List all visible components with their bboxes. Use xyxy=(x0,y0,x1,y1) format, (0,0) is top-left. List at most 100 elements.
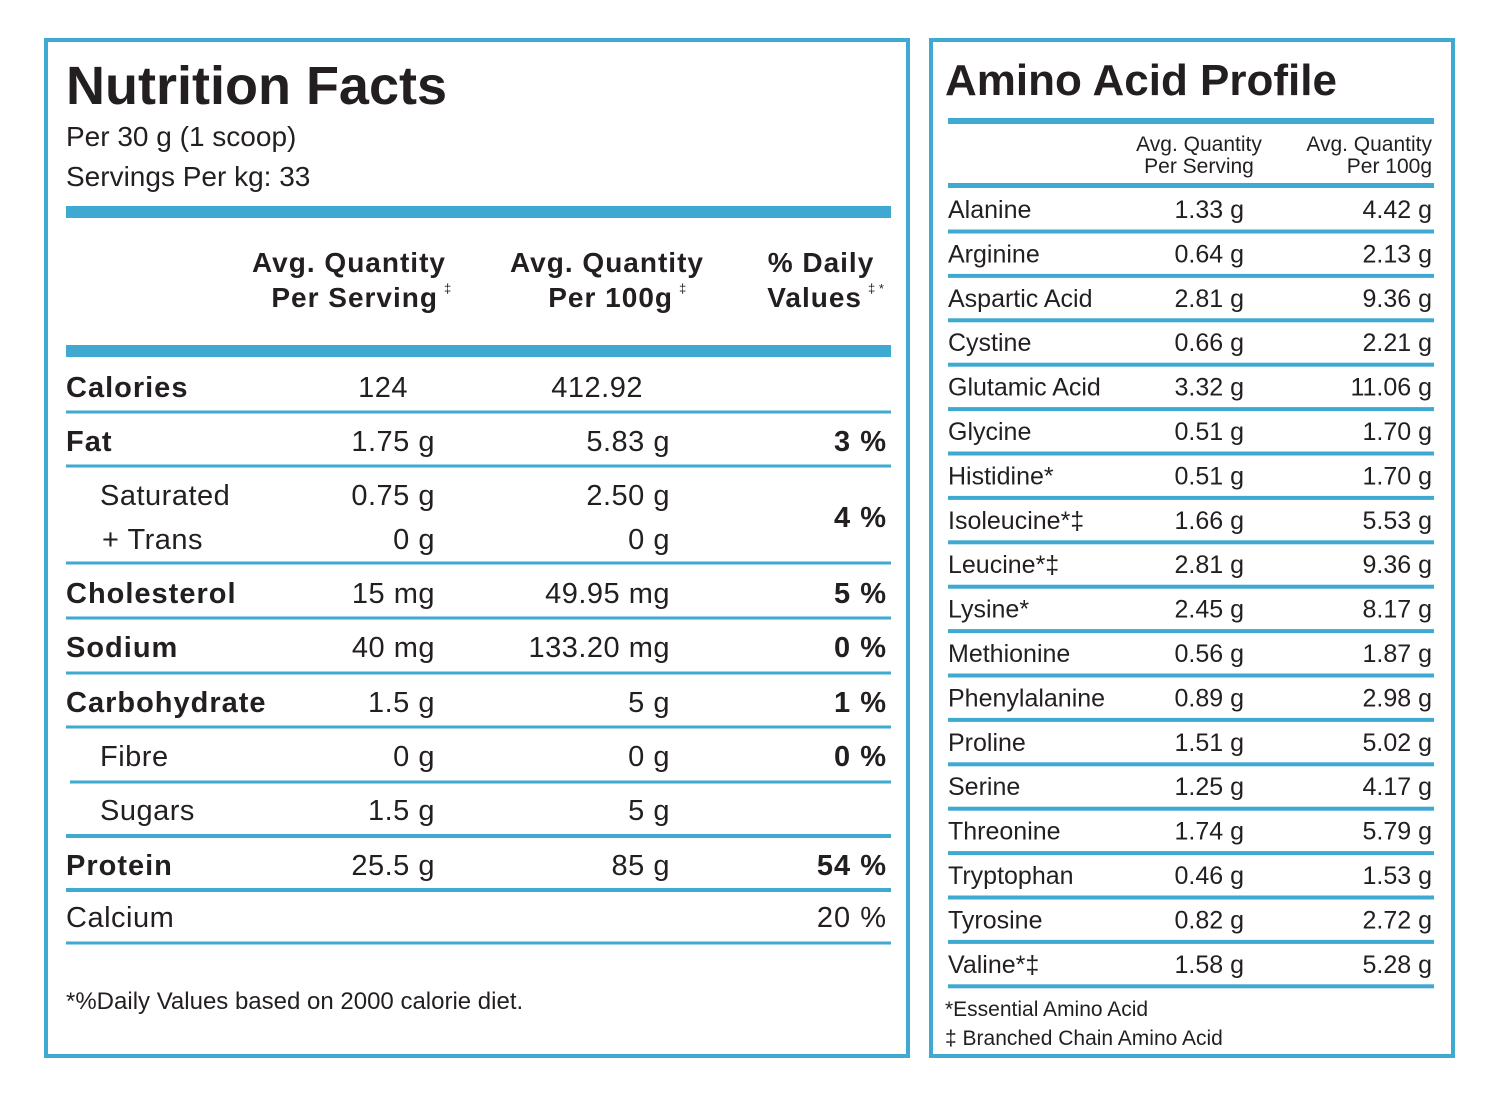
row-separator xyxy=(948,851,1434,856)
divider xyxy=(948,118,1434,124)
divider xyxy=(66,206,891,218)
column-header: Per Serving xyxy=(271,282,438,313)
per-serving: 0 g xyxy=(393,741,435,773)
row-separator xyxy=(948,717,1434,722)
per-100g: 11.06 g xyxy=(1350,374,1432,402)
row-label: Carbohydrate xyxy=(66,687,267,719)
per-100g: 2.21 g xyxy=(1362,329,1432,357)
row-separator xyxy=(948,895,1434,900)
column-header: Avg. Quantity xyxy=(510,247,704,278)
per-100g: 1.70 g xyxy=(1362,418,1432,446)
per-serving: 1.51 g xyxy=(1174,729,1244,757)
row-separator xyxy=(948,495,1434,500)
row-label: Fat xyxy=(66,426,113,458)
row-separator xyxy=(66,725,891,729)
per-100g: 5 g xyxy=(628,687,670,719)
per-100g: 8.17 g xyxy=(1362,596,1432,624)
row-separator xyxy=(66,561,891,565)
per-100g: 5 g xyxy=(628,795,670,827)
per-100g: 85 g xyxy=(612,850,670,882)
amino-name: Aspartic Acid xyxy=(948,285,1093,313)
row-separator xyxy=(948,806,1434,811)
per-serving: 0.64 g xyxy=(1174,240,1244,268)
per-100g: 133.20 mg xyxy=(528,632,670,664)
header-mark: ‡ * xyxy=(868,281,884,296)
daily-value: 3 % xyxy=(834,426,887,458)
per-serving: 0 g xyxy=(393,524,435,556)
daily-value: 4 % xyxy=(834,502,887,534)
servings-per-kg: Servings Per kg: 33 xyxy=(66,161,310,192)
per-100g: 0 g xyxy=(628,524,670,556)
column-header: Avg. Quantity xyxy=(1306,133,1432,156)
row-separator xyxy=(948,407,1434,412)
amino-name: Alanine xyxy=(948,196,1031,224)
per-serving: 40 mg xyxy=(352,632,435,664)
amino-name: Valine*‡ xyxy=(948,951,1039,979)
footnote: *%Daily Values based on 2000 calorie die… xyxy=(66,988,523,1015)
daily-value: 54 % xyxy=(817,850,887,882)
per-serving: 0.51 g xyxy=(1174,462,1244,490)
per-100g: 1.53 g xyxy=(1362,862,1432,890)
row-separator xyxy=(948,229,1434,234)
per-serving: 2.81 g xyxy=(1174,285,1244,313)
per-serving: 1.58 g xyxy=(1174,951,1244,979)
per-serving: 1.25 g xyxy=(1174,773,1244,801)
per-serving: 0.46 g xyxy=(1174,862,1244,890)
header-mark: ‡ xyxy=(679,281,686,296)
amino-name: Isoleucine*‡ xyxy=(948,507,1084,535)
per-100g: 2.98 g xyxy=(1362,684,1432,712)
amino-box xyxy=(929,38,1455,1058)
row-separator xyxy=(948,984,1434,989)
row-separator xyxy=(948,673,1434,678)
column-header: Avg. Quantity xyxy=(1136,133,1262,156)
row-label: Cholesterol xyxy=(66,578,237,610)
header-mark: ‡ xyxy=(444,281,451,296)
amino-name: Threonine xyxy=(948,818,1061,846)
amino-name: Phenylalanine xyxy=(948,684,1105,712)
per-serving: 1.33 g xyxy=(1174,196,1244,224)
amino-name: Proline xyxy=(948,729,1026,757)
per-serving: 0.75 g xyxy=(351,480,435,512)
amino-name: Serine xyxy=(948,773,1020,801)
divider xyxy=(66,345,891,357)
daily-value: 0 % xyxy=(834,632,887,664)
per-serving: 124 xyxy=(358,372,408,404)
daily-value: 20 % xyxy=(817,902,887,934)
column-header: Values xyxy=(767,282,862,313)
row-label: Sugars xyxy=(100,795,195,827)
divider xyxy=(948,183,1434,188)
per-100g: 2.13 g xyxy=(1362,240,1432,268)
per-serving: 1.75 g xyxy=(351,426,435,458)
footnote: *Essential Amino Acid xyxy=(945,998,1148,1021)
per-serving: 3.32 g xyxy=(1174,374,1244,402)
amino-name: Lysine* xyxy=(948,596,1029,624)
amino-name: Glycine xyxy=(948,418,1031,446)
amino-name: Glutamic Acid xyxy=(948,374,1101,402)
amino-name: Leucine*‡ xyxy=(948,551,1059,579)
per-100g: 1.87 g xyxy=(1362,640,1432,668)
row-separator xyxy=(66,888,891,892)
row-separator xyxy=(948,629,1434,634)
row-separator xyxy=(66,834,891,838)
row-separator xyxy=(66,464,891,468)
row-separator xyxy=(66,941,891,945)
row-separator xyxy=(948,584,1434,589)
column-header: Per Serving xyxy=(1144,155,1254,178)
daily-value: 5 % xyxy=(834,578,887,610)
daily-value: 0 % xyxy=(834,741,887,773)
amino-title: Amino Acid Profile xyxy=(945,56,1337,105)
per-serving: 0.66 g xyxy=(1174,329,1244,357)
per-serving: 1.66 g xyxy=(1174,507,1244,535)
per-100g: 5.28 g xyxy=(1362,951,1432,979)
per-100g: 4.42 g xyxy=(1362,196,1432,224)
row-label: + Trans xyxy=(102,524,203,556)
row-separator xyxy=(948,451,1434,456)
row-separator xyxy=(948,762,1434,767)
per-serving: 0.56 g xyxy=(1174,640,1244,668)
amino-name: Methionine xyxy=(948,640,1070,668)
row-separator xyxy=(70,780,891,784)
per-100g: 49.95 mg xyxy=(545,578,670,610)
column-header: Avg. Quantity xyxy=(252,247,446,278)
row-separator xyxy=(948,540,1434,545)
per-100g: 0 g xyxy=(628,741,670,773)
